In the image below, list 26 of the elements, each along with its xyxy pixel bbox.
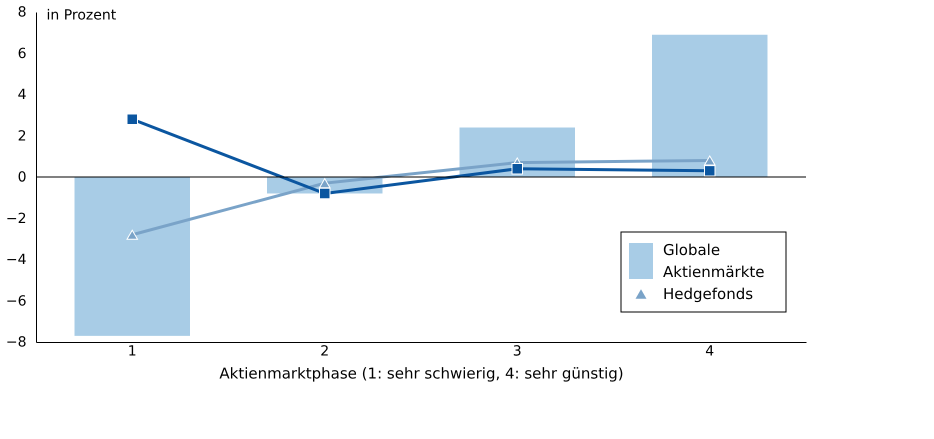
x-tick-label: 4 <box>705 344 714 360</box>
y-tick-label: 8 <box>18 4 26 20</box>
point <box>319 188 330 200</box>
x-tick-label: 3 <box>512 344 522 360</box>
y-tick-label: 2 <box>18 128 26 144</box>
point <box>319 178 330 188</box>
legend-label: Globale Aktienmärkte <box>663 241 764 281</box>
bar <box>652 34 768 177</box>
point <box>512 163 523 174</box>
point <box>126 230 138 240</box>
point <box>704 155 716 166</box>
y-tick-label: 4 <box>18 87 27 103</box>
point <box>126 114 138 125</box>
y-tick-label: −6 <box>6 293 27 310</box>
y-tick-label: −4 <box>6 252 27 268</box>
y-tick-label: −2 <box>6 210 26 227</box>
x-tick-label: 1 <box>128 344 137 360</box>
y-tick-label: 6 <box>18 46 27 62</box>
point <box>704 165 716 177</box>
y-tick-label: −8 <box>6 334 26 350</box>
y-tick-label: 0 <box>18 170 26 186</box>
legend-label: Hedgefonds <box>663 285 754 303</box>
y-axis-title: in Prozent <box>46 8 117 24</box>
bar <box>74 177 190 336</box>
x-axis-title: Aktienmarktphase (1: sehr schwierig, 4: sehr günstig) <box>219 364 624 382</box>
x-tick-label: 2 <box>320 344 330 360</box>
